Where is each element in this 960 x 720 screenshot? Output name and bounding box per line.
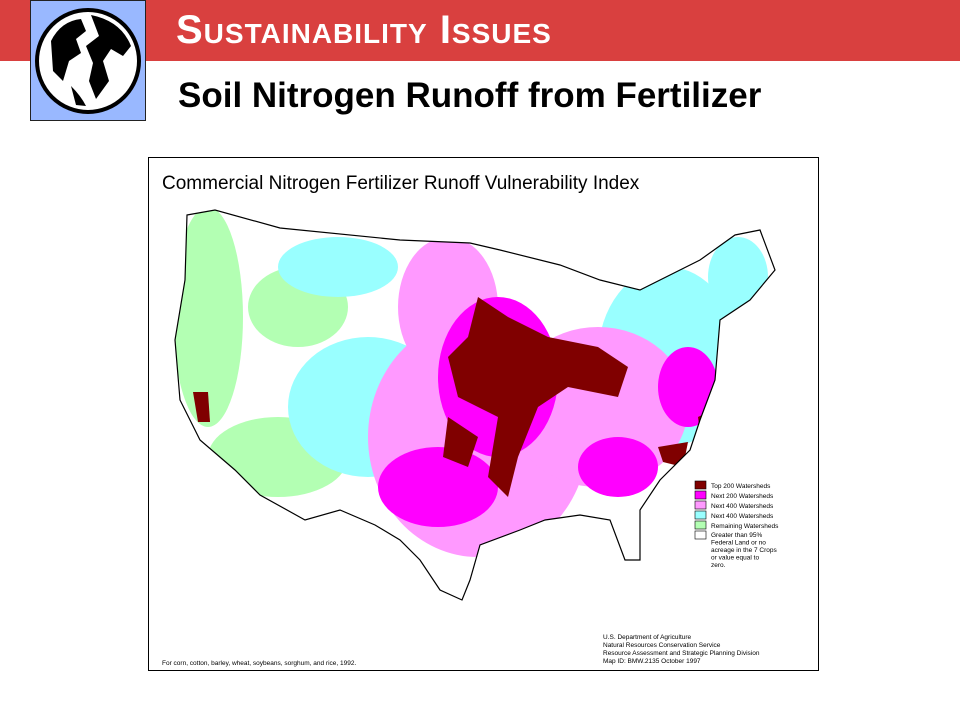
legend: Top 200 Watersheds Next 200 Watersheds Nex… <box>694 480 779 569</box>
legend-swatch <box>694 510 707 520</box>
header-band <box>0 0 960 61</box>
credit-line: Natural Resources Conservation Service <box>603 642 721 649</box>
credit-line: U.S. Department of Agriculture <box>603 634 692 641</box>
legend-label: Remaining Watersheds <box>711 523 779 530</box>
footnote: For corn, cotton, barley, wheat, soybean… <box>162 660 356 667</box>
credit-line: Map ID: BMW.2135 October 1997 <box>603 658 701 665</box>
legend-label: Top 200 Watersheds <box>711 483 771 490</box>
credit-line: Resource Assessment and Strategic Planni… <box>603 650 760 657</box>
map-figure: Commercial Nitrogen Fertilizer Runoff Vu… <box>148 157 819 671</box>
slide-subtitle: Soil Nitrogen Runoff from Fertilizer <box>178 76 762 115</box>
globe-drawing <box>35 8 141 114</box>
legend-label: Next 200 Watersheds <box>711 493 774 500</box>
legend-swatch <box>694 500 707 510</box>
legend-label: Next 400 Watersheds <box>711 503 774 510</box>
legend-label: Greater than 95% Federal Land or no acreag… <box>711 532 778 569</box>
legend-swatch <box>694 480 707 490</box>
legend-swatch <box>694 530 707 540</box>
legend-swatch <box>694 520 707 530</box>
globe-icon <box>30 0 146 121</box>
legend-swatch <box>694 490 707 500</box>
legend-label: Next 400 Watersheds <box>711 513 774 520</box>
slide-title: Sustainability Issues <box>176 8 552 52</box>
map-title: Commercial Nitrogen Fertilizer Runoff Vu… <box>162 173 640 194</box>
